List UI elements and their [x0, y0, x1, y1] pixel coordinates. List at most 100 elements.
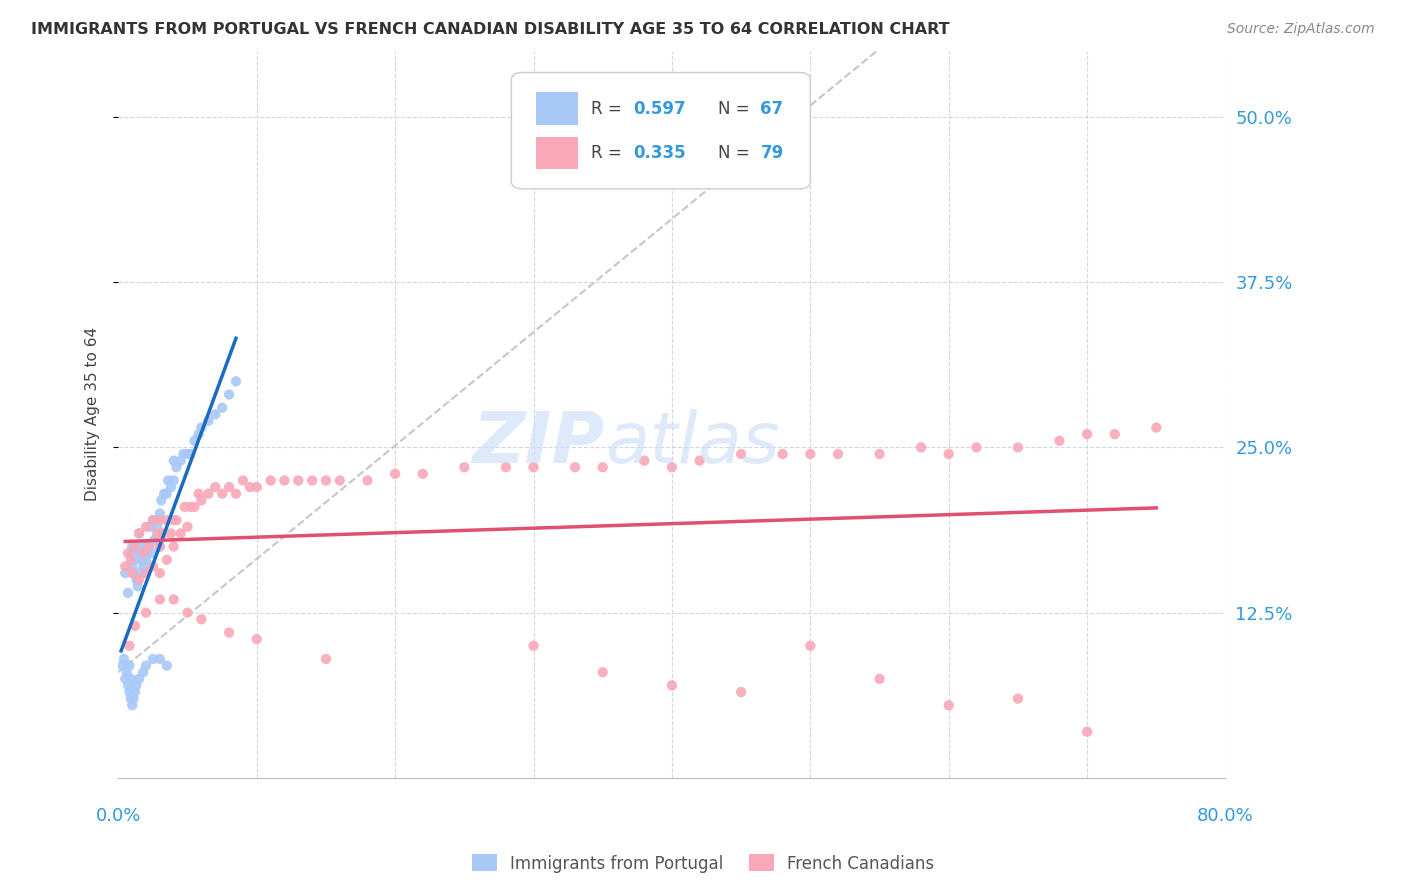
Point: [301, 474, 323, 488]
Point: [121, 540, 143, 554]
FancyBboxPatch shape: [536, 136, 578, 169]
Point: [149, 652, 172, 666]
Point: [197, 486, 219, 500]
Point: [183, 500, 205, 514]
Y-axis label: Disability Age 35 to 64: Disability Age 35 to 64: [86, 327, 100, 501]
Point: [730, 447, 752, 461]
Text: 0.335: 0.335: [633, 144, 686, 161]
Point: [218, 480, 240, 494]
Point: [592, 665, 614, 680]
Point: [135, 540, 157, 554]
Point: [145, 513, 167, 527]
Point: [135, 606, 157, 620]
Point: [938, 447, 960, 461]
Point: [522, 460, 544, 475]
Point: [273, 474, 295, 488]
Point: [146, 526, 169, 541]
Point: [142, 559, 165, 574]
Text: IMMIGRANTS FROM PORTUGAL VS FRENCH CANADIAN DISABILITY AGE 35 TO 64 CORRELATION : IMMIGRANTS FROM PORTUGAL VS FRENCH CANAD…: [31, 22, 949, 37]
Point: [204, 480, 226, 494]
Point: [204, 408, 226, 422]
Point: [120, 691, 142, 706]
Point: [190, 493, 212, 508]
Point: [114, 566, 136, 580]
Point: [689, 453, 711, 467]
Point: [169, 453, 191, 467]
Point: [117, 546, 139, 560]
Point: [799, 447, 821, 461]
Point: [114, 672, 136, 686]
Point: [176, 447, 198, 461]
Point: [965, 441, 987, 455]
Point: [149, 540, 172, 554]
Point: [128, 526, 150, 541]
Point: [633, 453, 655, 467]
Point: [150, 493, 173, 508]
Point: [117, 586, 139, 600]
Point: [120, 672, 142, 686]
Point: [156, 658, 179, 673]
Text: R =: R =: [591, 100, 627, 118]
Point: [142, 546, 165, 560]
Point: [136, 546, 159, 560]
Point: [730, 685, 752, 699]
Point: [384, 467, 406, 481]
Point: [128, 526, 150, 541]
Point: [187, 486, 209, 500]
Point: [124, 619, 146, 633]
Point: [315, 652, 337, 666]
Point: [329, 474, 352, 488]
Text: 79: 79: [761, 144, 783, 161]
Point: [239, 480, 262, 494]
Point: [149, 566, 172, 580]
Point: [564, 460, 586, 475]
Point: [134, 566, 156, 580]
Point: [1144, 420, 1167, 434]
Point: [156, 513, 179, 527]
Point: [172, 447, 194, 461]
Point: [246, 632, 269, 647]
Text: Source: ZipAtlas.com: Source: ZipAtlas.com: [1227, 22, 1375, 37]
FancyBboxPatch shape: [536, 92, 578, 125]
Point: [179, 500, 201, 514]
Legend: Immigrants from Portugal, French Canadians: Immigrants from Portugal, French Canadia…: [465, 847, 941, 880]
FancyBboxPatch shape: [512, 72, 810, 189]
Point: [112, 652, 135, 666]
Point: [149, 513, 172, 527]
Point: [121, 566, 143, 580]
Point: [1076, 724, 1098, 739]
Point: [118, 639, 141, 653]
Point: [114, 559, 136, 574]
Point: [259, 474, 281, 488]
Point: [315, 474, 337, 488]
Point: [163, 592, 186, 607]
Point: [122, 691, 145, 706]
Point: [111, 658, 134, 673]
Point: [129, 540, 152, 554]
Point: [122, 566, 145, 580]
Text: R =: R =: [591, 144, 627, 161]
Text: 0.597: 0.597: [633, 100, 686, 118]
Point: [910, 441, 932, 455]
Point: [125, 678, 148, 692]
Point: [190, 612, 212, 626]
Point: [156, 486, 179, 500]
Point: [211, 486, 233, 500]
Point: [163, 540, 186, 554]
Point: [135, 520, 157, 534]
Point: [142, 652, 165, 666]
Point: [190, 420, 212, 434]
Point: [132, 559, 155, 574]
Point: [138, 540, 160, 554]
Point: [412, 467, 434, 481]
Point: [118, 685, 141, 699]
Point: [121, 546, 143, 560]
Point: [156, 553, 179, 567]
Point: [246, 480, 269, 494]
Point: [149, 592, 172, 607]
Point: [135, 553, 157, 567]
Text: 0.0%: 0.0%: [96, 807, 141, 825]
Point: [218, 625, 240, 640]
Point: [453, 460, 475, 475]
Point: [157, 474, 180, 488]
